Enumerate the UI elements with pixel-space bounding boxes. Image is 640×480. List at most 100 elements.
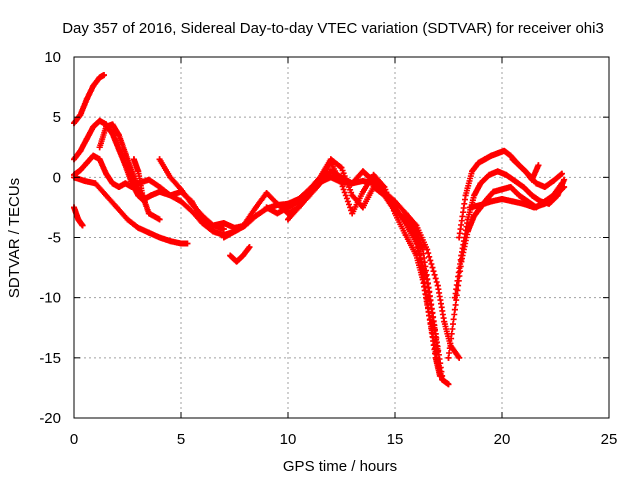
data-point (220, 220, 227, 227)
y-tick-label: -15 (39, 350, 61, 367)
data-point (295, 198, 302, 205)
data-point (528, 192, 535, 199)
data-point (295, 204, 302, 211)
data-point (274, 200, 281, 207)
data-point (359, 168, 366, 175)
data-point (402, 232, 409, 239)
data-point (240, 252, 247, 259)
data-point (156, 216, 163, 223)
data-point (370, 183, 377, 190)
data-point (317, 180, 324, 187)
data-point (113, 204, 120, 211)
data-point (464, 216, 471, 223)
data-point (458, 252, 465, 259)
y-tick-label: -5 (48, 230, 61, 247)
data-point (509, 198, 516, 205)
data-point (509, 156, 516, 163)
data-point (533, 180, 540, 187)
data-point (96, 74, 103, 81)
data-point (481, 156, 488, 163)
data-point (561, 176, 568, 183)
series-track-g (156, 156, 227, 233)
data-point (445, 354, 452, 361)
data-point (327, 156, 334, 163)
data-point (145, 229, 152, 236)
data-point (366, 174, 373, 181)
data-point (306, 186, 313, 193)
data-point (359, 177, 366, 184)
data-point (471, 192, 478, 199)
data-point (528, 176, 535, 183)
data-point (156, 234, 163, 241)
data-point (103, 123, 110, 130)
data-point (494, 168, 501, 175)
data-point (252, 204, 259, 211)
data-point (338, 174, 345, 181)
data-point (462, 192, 469, 199)
data-point (145, 176, 152, 183)
y-axis-label: SDTVAR / TECUs (6, 178, 23, 298)
data-point (531, 204, 538, 211)
data-point (445, 381, 452, 388)
data-point (552, 192, 559, 199)
data-point (541, 200, 548, 207)
data-point (92, 180, 99, 187)
data-point (178, 186, 184, 193)
chart-title: Day 357 of 2016, Sidereal Day-to-day VTE… (62, 20, 604, 37)
x-tick-label: 25 (601, 431, 618, 448)
data-point (349, 210, 356, 217)
data-point (115, 183, 122, 190)
data-point (520, 183, 527, 190)
data-point (128, 183, 135, 190)
data-point (419, 246, 426, 253)
data-point (392, 204, 398, 211)
data-point (79, 222, 86, 229)
data-point (516, 192, 523, 199)
series-track-q (466, 183, 568, 211)
data-point (561, 183, 568, 190)
data-point (252, 212, 259, 219)
data-point (535, 162, 542, 169)
data-point (135, 224, 142, 231)
data-point (477, 180, 484, 187)
series-track-f (130, 156, 163, 223)
data-point (503, 171, 510, 178)
axis-ticks: 0 5 10 15 20 25 -20 -15 -10 -5 0 5 10 (39, 49, 617, 448)
data-point (77, 111, 84, 118)
data-point (409, 220, 416, 227)
data-point (145, 210, 152, 217)
data-point (178, 198, 184, 205)
data-point (231, 228, 238, 235)
data-point (477, 202, 484, 209)
data-point (488, 198, 495, 205)
data-point (413, 228, 420, 235)
data-point (90, 123, 97, 130)
data-point (359, 188, 366, 195)
y-tick-label: 10 (44, 49, 61, 66)
data-point (90, 82, 97, 89)
data-point (83, 135, 90, 142)
data-point (499, 195, 505, 202)
data-point (285, 210, 291, 217)
data-point (124, 216, 131, 223)
data-point (90, 152, 97, 159)
data-point (188, 208, 195, 215)
data-point (167, 174, 174, 181)
data-point (227, 252, 234, 259)
data-point (359, 204, 366, 211)
data-point (130, 156, 137, 163)
data-point (494, 150, 501, 157)
data-point (156, 156, 163, 163)
data-point (77, 147, 84, 154)
data-point (128, 168, 135, 175)
series-track-r (509, 156, 542, 183)
y-tick-label: -20 (39, 410, 61, 427)
grid (74, 57, 609, 418)
data-point (349, 180, 356, 187)
data-point (109, 131, 116, 138)
data-point (96, 117, 103, 124)
data-point (115, 132, 122, 139)
data-point (499, 186, 505, 193)
data-point (486, 171, 493, 178)
